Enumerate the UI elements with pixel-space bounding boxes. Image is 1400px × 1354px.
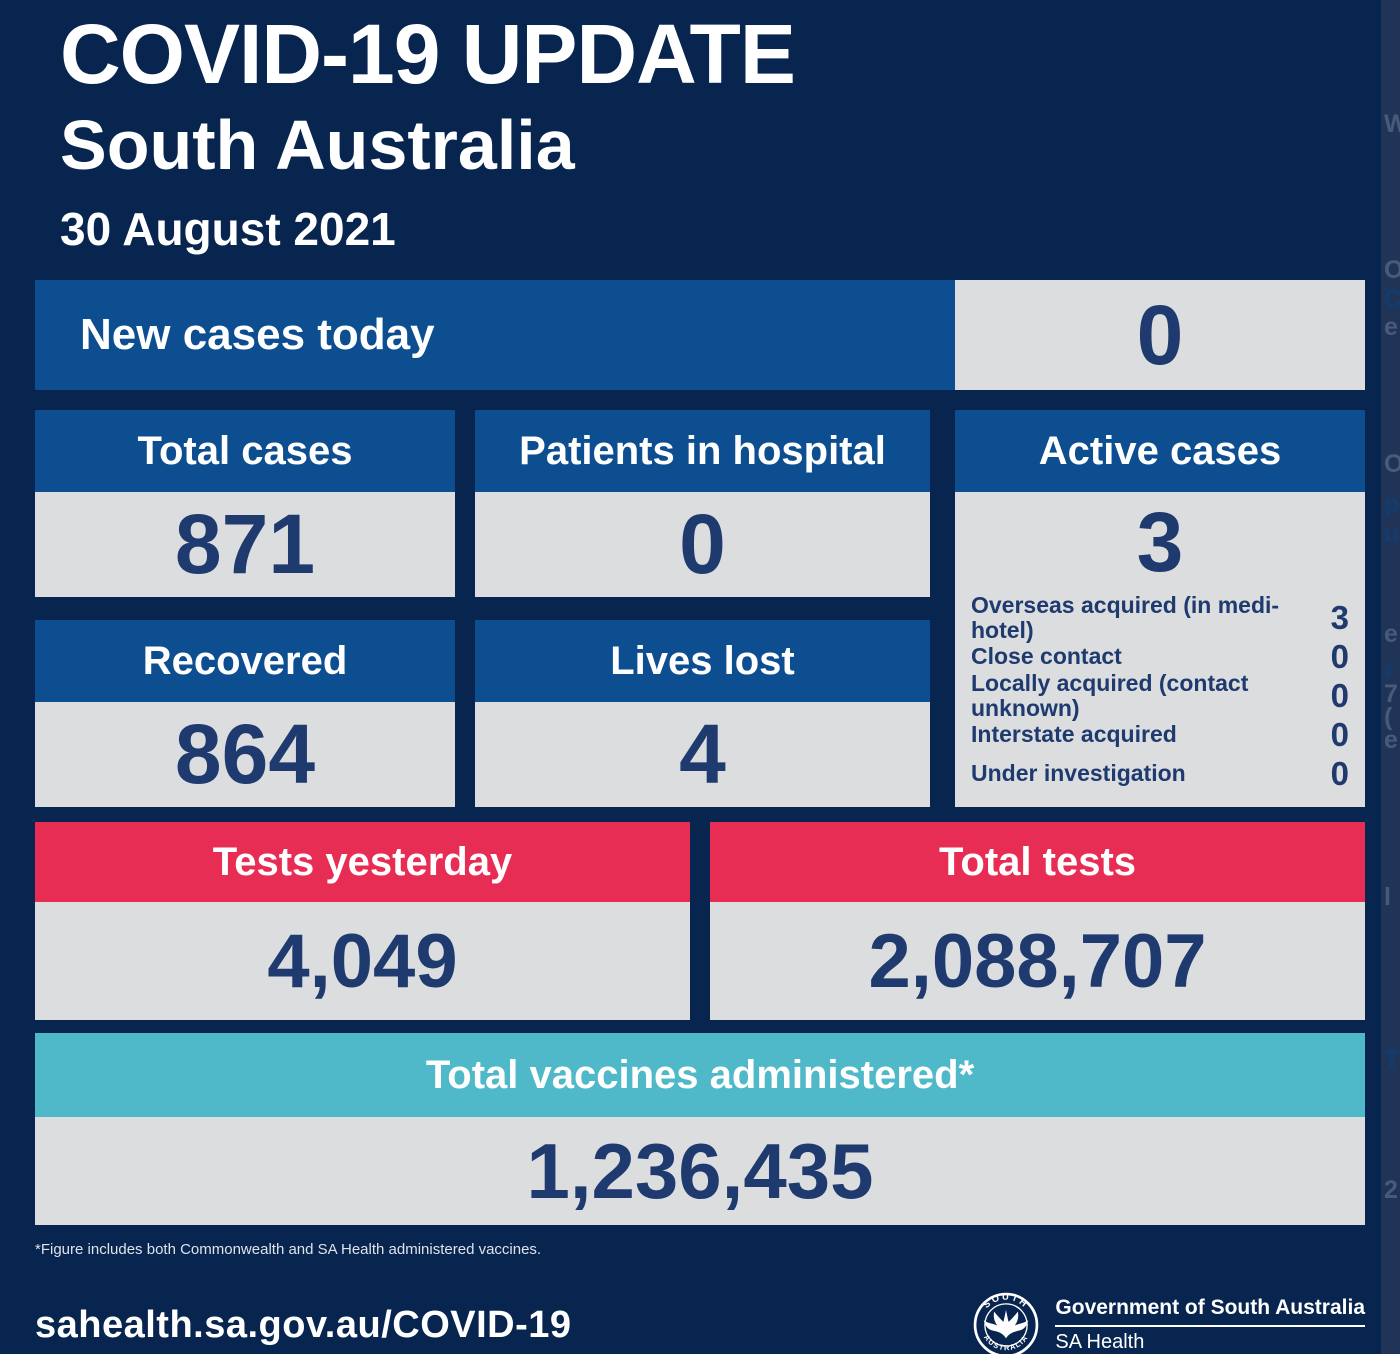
footer: sahealth.sa.gov.au/COVID-19 SOUTH AUSTRA… [35,1292,1365,1354]
patients-in-hospital-label: Patients in hospital [519,428,886,473]
breakdown-label: Under investigation [971,760,1186,787]
stats-column-left: Total cases 871 Recovered 864 [35,410,455,807]
lives-lost-card: Lives lost 4 [475,620,930,807]
edge-text-fragment: u [1384,520,1400,548]
stats-column-right: Active cases 3 Overseas acquired (in med… [955,410,1365,807]
breakdown-value: 0 [1330,754,1349,792]
vaccines-header: Total vaccines administered* [35,1033,1365,1117]
total-tests-label: Total tests [938,839,1137,884]
edge-text-fragment: e [1384,313,1398,341]
edge-text-fragment: 7 [1384,680,1398,708]
recovered-card: Recovered 864 [35,620,455,807]
logo-text-block: Government of South Australia SA Health [1055,1296,1365,1354]
recovered-label: Recovered [142,638,348,683]
active-cases-body: 3 Overseas acquired (in medi-hotel) 3 Cl… [955,492,1365,807]
edge-text-fragment: p [1384,490,1400,518]
edge-text-fragment: O [1384,450,1400,478]
active-cases-card: Active cases 3 Overseas acquired (in med… [955,410,1365,807]
active-cases-label: Active cases [1038,428,1282,473]
patients-in-hospital-value: 0 [475,492,930,597]
new-cases-label: New cases today [80,310,435,359]
sa-government-seal-icon: SOUTH AUSTRALIA [974,1292,1039,1354]
edge-text-fragment: l [1384,883,1391,911]
vaccines-label: Total vaccines administered* [425,1052,975,1097]
total-tests-card: Total tests 2,088,707 [710,822,1365,1020]
lives-lost-header: Lives lost [475,620,930,702]
edge-text-fragment: e [1384,620,1398,648]
total-tests-value: 2,088,707 [710,902,1365,1020]
edge-text-fragment: W [1384,110,1400,138]
total-cases-card: Total cases 871 [35,410,455,597]
logo-divider [1055,1325,1365,1327]
patients-in-hospital-header: Patients in hospital [475,410,930,492]
total-cases-label: Total cases [137,428,353,473]
header: COVID-19 UPDATE South Australia 30 Augus… [35,0,1365,256]
edge-text-fragment: O [1384,256,1400,284]
recovered-value: 864 [35,702,455,807]
new-cases-value: 0 [955,280,1365,390]
edge-text-fragment: 2 [1384,1176,1398,1204]
tests-yesterday-card: Tests yesterday 4,049 [35,822,690,1020]
active-cases-header: Active cases [955,410,1365,492]
active-cases-value: 3 [1136,495,1184,589]
breakdown-row-locally-acquired: Locally acquired (contact unknown) 0 [971,671,1349,719]
tests-yesterday-header: Tests yesterday [35,822,690,902]
breakdown-value: 0 [1330,715,1349,753]
breakdown-label: Overseas acquired (in medi-hotel) [971,592,1280,643]
recovered-header: Recovered [35,620,455,702]
breakdown-label: Interstate acquired [971,721,1177,748]
stats-grid: Total cases 871 Recovered 864 Patients i… [35,410,1365,807]
edge-text-fragment: ( [1384,703,1393,731]
total-cases-value: 871 [35,492,455,597]
logo-dept-name: SA Health [1055,1331,1145,1353]
patients-in-hospital-card: Patients in hospital 0 [475,410,930,597]
lives-lost-value: 4 [475,702,930,807]
edge-text-fragment: e [1384,726,1398,754]
logo-org-name: Government of South Australia [1055,1296,1365,1319]
breakdown-label: Close contact [971,643,1122,670]
page-title: COVID-19 UPDATE [60,7,796,101]
seal-top-text: SOUTH [982,1292,1029,1310]
footnote: *Figure includes both Commonwealth and S… [35,1241,542,1258]
piping-shrike-icon [984,1310,1029,1339]
edge-text-fragment: r [1384,656,1394,684]
vaccines-value: 1,236,435 [35,1117,1365,1225]
breakdown-value: 0 [1330,637,1349,675]
vaccines-card: Total vaccines administered* 1,236,435 [35,1033,1365,1225]
spacer [35,597,455,620]
breakdown-value: 3 [1330,598,1349,636]
breakdown-row-under-investigation: Under investigation 0 [971,754,1349,793]
report-date: 30 August 2021 [60,203,396,255]
breakdown-row-overseas: Overseas acquired (in medi-hotel) 3 [971,593,1349,641]
lives-lost-label: Lives lost [610,638,795,683]
breakdown-row-interstate: Interstate acquired 0 [971,715,1349,754]
sa-government-logo: SOUTH AUSTRALIA Government of South Aust… [973,1292,1365,1354]
sa-health-url: sahealth.sa.gov.au/COVID-19 [35,1303,572,1346]
spacer [475,597,930,620]
tests-row: Tests yesterday 4,049 Total tests 2,088,… [35,822,1365,1020]
breakdown-value: 0 [1330,676,1349,714]
tests-yesterday-value: 4,049 [35,902,690,1020]
total-tests-header: Total tests [710,822,1365,902]
new-cases-card: New cases today 0 [35,280,1365,390]
content-area: COVID-19 UPDATE South Australia 30 Augus… [35,0,1365,1354]
edge-text-fragment: T [1384,1046,1400,1074]
svg-text:SOUTH: SOUTH [982,1292,1031,1310]
page-subtitle: South Australia [60,106,575,184]
edge-text-fragment: C [1384,285,1400,313]
edge-artifact-strip: W O C e O p u e r 7 ( e l T 2 [1381,0,1400,1354]
breakdown-row-close-contact: Close contact 0 [971,637,1349,676]
breakdown-label: Locally acquired (contact unknown) [971,670,1249,721]
tests-yesterday-label: Tests yesterday [212,839,513,884]
new-cases-header: New cases today [35,280,955,390]
active-cases-breakdown: Overseas acquired (in medi-hotel) 3 Clos… [971,593,1349,793]
stats-column-middle: Patients in hospital 0 Lives lost 4 [475,410,930,807]
total-cases-header: Total cases [35,410,455,492]
